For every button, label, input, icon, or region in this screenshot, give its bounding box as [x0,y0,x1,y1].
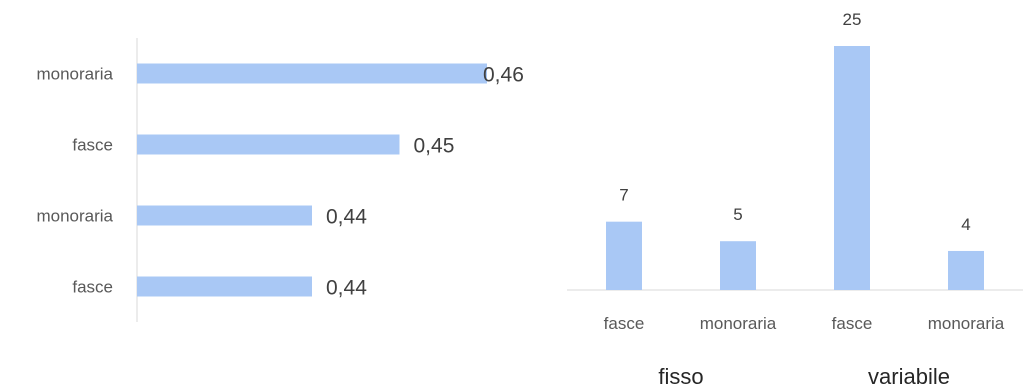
category-labels: fasce monoraria fasce monoraria [604,314,1005,333]
category-label-0: monoraria [36,65,113,84]
value-label-3: 4 [961,215,970,234]
bar-series [606,46,984,290]
bar-2 [834,46,870,290]
bar-3 [137,276,312,297]
value-label-0: 0,46 [483,64,524,87]
category-label-3: monoraria [928,314,1005,333]
category-label-2: fasce [832,314,873,333]
group-label-1: variabile [868,364,950,389]
category-label-3: fasce [72,278,113,297]
value-label-1: 5 [733,205,742,224]
value-labels: 0,46 0,45 0,44 0,44 [326,64,524,300]
bar-2 [137,205,312,226]
category-label-2: monoraria [36,207,113,226]
vertical-bar-chart: 7 5 25 4 fasce monoraria fasce monoraria fisso… [567,10,1023,389]
bar-0 [137,63,487,84]
category-labels: monoraria fasce monoraria fasce [36,65,113,297]
value-label-3: 0,44 [326,277,367,300]
value-labels: 7 5 25 4 [619,10,970,234]
bar-1 [137,134,400,155]
category-label-1: monoraria [700,314,777,333]
group-label-0: fisso [658,364,703,389]
bar-3 [948,250,984,290]
value-label-2: 0,44 [326,206,367,229]
bar-1 [720,241,756,290]
value-label-0: 7 [619,186,628,205]
category-label-1: fasce [72,136,113,155]
bar-series [137,63,487,297]
value-label-1: 0,45 [414,135,455,158]
group-labels: fisso variabile [658,364,950,389]
bar-0 [606,221,642,290]
category-label-0: fasce [604,314,645,333]
value-label-2: 25 [843,10,862,29]
